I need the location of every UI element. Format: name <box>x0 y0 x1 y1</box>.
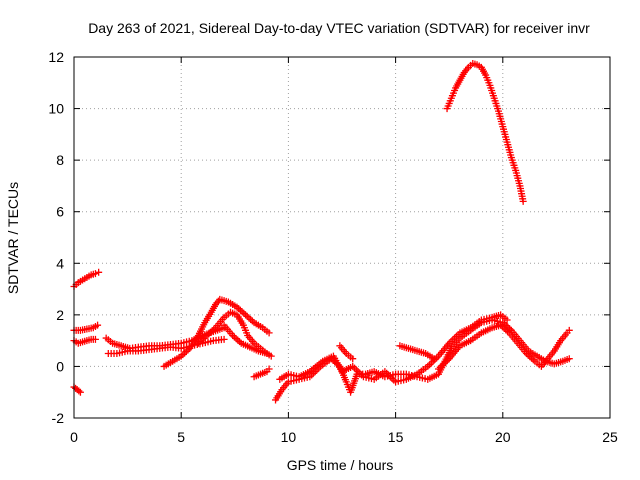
data-point-interp <box>351 364 359 372</box>
series-track-a <box>70 268 103 290</box>
series-track-i <box>220 321 271 358</box>
x-tick-label: 5 <box>177 429 185 445</box>
chart-title: Day 263 of 2021, Sidereal Day-to-day VTE… <box>88 20 590 36</box>
data-point <box>220 335 228 343</box>
series-track-h <box>194 308 275 360</box>
x-tick-label: 10 <box>281 429 297 445</box>
y-tick-label: -2 <box>52 410 65 426</box>
series-track-k <box>272 316 573 404</box>
x-tick-label: 0 <box>70 429 78 445</box>
x-axis-label: GPS time / hours <box>287 457 394 473</box>
data-point <box>503 316 511 324</box>
series-track-c <box>70 335 99 347</box>
plot-frame <box>73 56 611 419</box>
data-point <box>91 270 99 278</box>
data-point-interp <box>390 376 398 384</box>
data-point <box>91 335 99 343</box>
data-point <box>95 268 103 276</box>
series-track-b <box>70 321 102 334</box>
axis-ticks: 0 5 10 15 20 25 -2 0 2 4 6 8 10 12 <box>48 49 618 445</box>
y-tick-label: 6 <box>56 204 64 220</box>
data-point-interp <box>426 361 434 369</box>
grid-lines <box>74 57 610 418</box>
data-point <box>76 388 84 396</box>
data-point <box>263 350 271 358</box>
data-point <box>430 355 438 363</box>
data-point <box>265 329 273 337</box>
data-point <box>565 326 573 334</box>
y-tick-label: 2 <box>56 307 64 323</box>
series-track-g <box>160 295 273 370</box>
data-point <box>265 365 273 373</box>
y-tick-label: 10 <box>48 101 64 117</box>
x-tick-label: 20 <box>495 429 511 445</box>
series-track-m <box>336 342 357 363</box>
y-tick-label: 8 <box>56 152 64 168</box>
data-point <box>565 355 573 363</box>
data-point <box>94 321 102 329</box>
data-point <box>267 352 275 360</box>
series-track-o <box>434 321 573 373</box>
data-point <box>519 197 527 205</box>
y-tick-label: 4 <box>56 255 64 271</box>
y-tick-label: 0 <box>56 358 64 374</box>
y-tick-label: 12 <box>48 49 64 65</box>
series-track-d <box>70 383 84 396</box>
y-axis-label: SDTVAR / TECUs <box>5 182 21 294</box>
series-track-j <box>250 365 273 381</box>
data-points <box>70 59 573 404</box>
series-track-n <box>396 342 438 363</box>
data-point-interp <box>75 387 83 395</box>
x-tick-label: 15 <box>388 429 404 445</box>
x-tick-label: 25 <box>602 429 618 445</box>
series-track-p <box>443 59 527 205</box>
series-track-l <box>276 311 511 386</box>
data-point <box>349 355 357 363</box>
